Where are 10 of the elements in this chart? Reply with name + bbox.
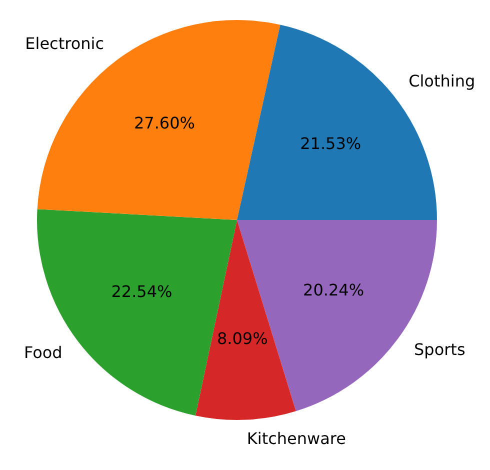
data-label: 8.09% <box>216 329 268 348</box>
data-label: 20.24% <box>303 280 364 300</box>
slice-label: Clothing <box>408 71 476 90</box>
data-label: 22.54% <box>111 282 172 302</box>
slice-label: Kitchenware <box>246 428 346 448</box>
data-label: 21.53% <box>300 134 362 154</box>
slice-label: Electronic <box>25 34 104 53</box>
data-label: 27.60% <box>134 114 195 133</box>
slice-label: Food <box>24 342 62 362</box>
slice-label: Sports <box>414 340 466 359</box>
